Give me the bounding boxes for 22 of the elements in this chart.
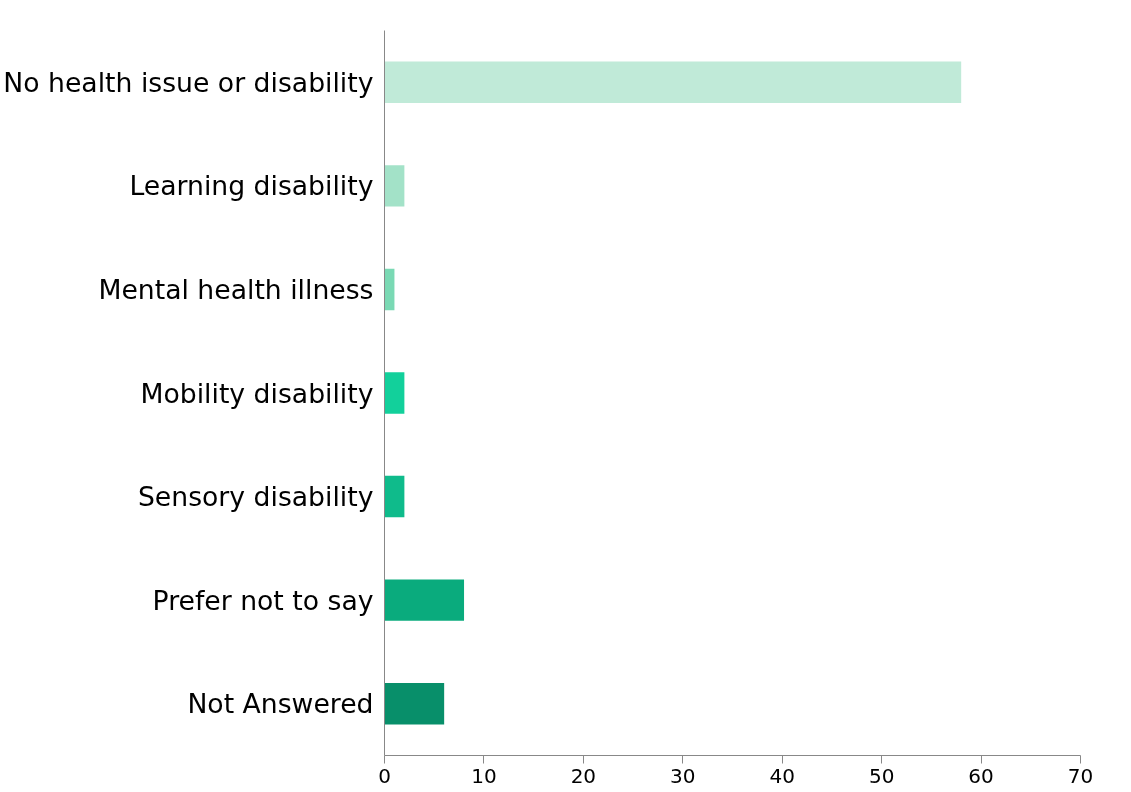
bar bbox=[384, 683, 445, 725]
y-tick-label: Sensory disability bbox=[137, 481, 374, 513]
x-tick-label: 20 bbox=[570, 763, 597, 788]
x-tick-label: 60 bbox=[968, 763, 994, 788]
x-tick-label: 40 bbox=[769, 763, 795, 788]
y-tick-label: Not Answered bbox=[187, 688, 374, 720]
bar bbox=[384, 372, 405, 414]
x-tick-label: 30 bbox=[670, 763, 696, 788]
y-tick-label: Learning disability bbox=[129, 170, 374, 202]
x-tick-label: 50 bbox=[868, 763, 895, 788]
y-tick-label: Mental health illness bbox=[98, 273, 374, 305]
x-tick-label: 70 bbox=[1067, 763, 1094, 788]
bar bbox=[384, 579, 465, 621]
bar bbox=[384, 61, 962, 103]
bar bbox=[384, 475, 405, 518]
y-tick-label: No health issue or disability bbox=[3, 66, 374, 98]
x-tick-label: 10 bbox=[471, 763, 497, 788]
bar bbox=[384, 165, 405, 207]
bar bbox=[384, 268, 395, 311]
y-tick-label: Mobility disability bbox=[140, 377, 374, 409]
y-tick-label: Prefer not to say bbox=[152, 584, 374, 616]
x-tick-label: 0 bbox=[378, 763, 391, 788]
